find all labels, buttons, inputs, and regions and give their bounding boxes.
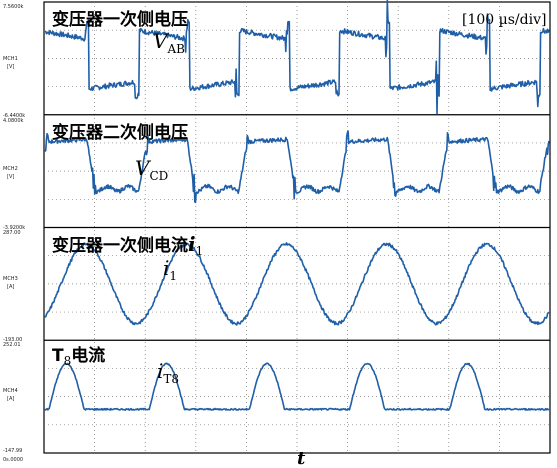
x-axis-label: t [297,448,306,468]
panel-3-unit-label: [A] [7,284,14,290]
panel-3-series-label: i1 [163,256,177,283]
panel-4-channel-label: MCH4 [3,388,18,394]
panel-4-title: T8电流 [52,345,105,368]
series-line-vcd [44,130,550,204]
panel-4-top-label: 252.01 [3,342,21,348]
series-line-it8 [44,362,550,411]
series-line-i1 [44,242,550,326]
waveform-traces [44,0,550,411]
panel-2-title: 变压器二次侧电压 [52,122,188,143]
panel-3-top-label: 287.00 [3,230,21,236]
panel-1-series-label: VAB [153,29,185,56]
panel-3-channel-label: MCH3 [3,276,18,282]
panel-1-unit-label: [V] [7,64,14,70]
panel-2-unit-label: [V] [7,174,14,180]
panel-2-series-label: VCD [135,156,168,183]
panel-2-bottom-label: -3.9200k [3,225,25,231]
panel-2-channel-label: MCH2 [3,166,18,172]
panel-2-top-label: 4.0800k [3,118,23,124]
series-line-vab [44,0,550,115]
panel-1-top-label: 7.5600k [3,4,23,10]
timebase-label: [100 µs/div] [462,12,546,28]
panel-3-title: 变压器一次侧电流i1 [52,232,203,258]
panel-3-bottom-label: -193.00 [3,337,22,343]
panel-4-bottom-label: -147.99 [3,448,22,454]
panel-4-unit-label: [A] [7,396,14,402]
panel-1-title: 变压器一次侧电压 [52,9,188,30]
time-origin-label: 0s.0000 [3,457,23,463]
grid [43,1,551,454]
panel-1-channel-label: MCH1 [3,56,18,62]
panel-1-bottom-label: -6.4400k [3,113,25,119]
panel-4-series-label: iT8 [157,359,179,386]
